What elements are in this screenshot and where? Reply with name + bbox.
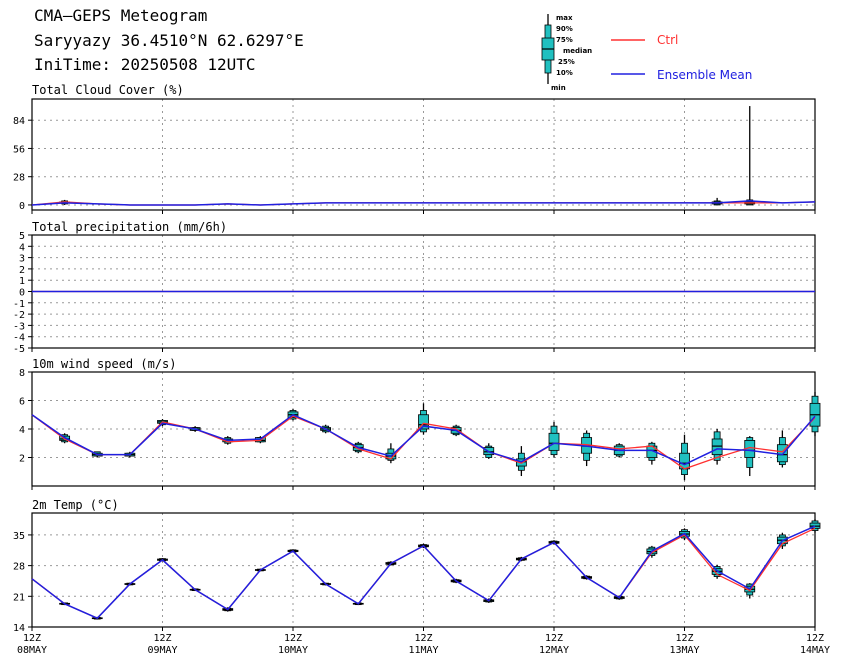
ensemble-box bbox=[711, 429, 723, 465]
x-tick-date-label: 13MAY bbox=[669, 645, 699, 656]
y-tick-label: 8 bbox=[19, 368, 25, 379]
legend-box-label: 75% bbox=[556, 36, 573, 44]
box-inner bbox=[418, 414, 429, 430]
x-tick-date-label: 09MAY bbox=[147, 645, 177, 656]
y-tick-label: -4 bbox=[13, 333, 25, 344]
panel-title: 2m Temp (°C) bbox=[32, 498, 119, 512]
ensemble-box bbox=[809, 519, 821, 533]
y-tick-label: -1 bbox=[13, 299, 25, 310]
x-tick-date-label: 11MAY bbox=[408, 645, 438, 656]
x-tick-time-label: 12Z bbox=[414, 633, 432, 644]
y-tick-label: 2 bbox=[19, 265, 25, 276]
meteogram-header: CMA—GEPS Meteogram Saryyazy 36.4510°N 62… bbox=[0, 0, 841, 100]
ensemble-box bbox=[711, 197, 723, 206]
y-tick-label: 5 bbox=[19, 231, 25, 242]
panel-4: 2m Temp (°C) 14 21 28 35 bbox=[13, 498, 821, 634]
ctrl-series-line bbox=[31, 414, 816, 470]
y-tick-label: 3 bbox=[19, 254, 25, 265]
x-tick-time-label: 12Z bbox=[545, 633, 563, 644]
y-tick-label: 2 bbox=[19, 454, 25, 465]
chart-title: CMA—GEPS Meteogram bbox=[34, 6, 208, 25]
x-tick-time-label: 12Z bbox=[675, 633, 693, 644]
y-tick-label: -5 bbox=[13, 344, 25, 355]
panel-2: Total precipitation (mm/6h) -5-4-3-2-1012… bbox=[13, 220, 816, 355]
panel-3: 10m wind speed (m/s) 2 4 6 8 bbox=[19, 357, 821, 490]
legend: max 90% 75% median 25% 10% min Ctrl Ensemble Mea… bbox=[541, 14, 752, 92]
panel-frame bbox=[31, 512, 816, 628]
box-inner bbox=[548, 432, 560, 451]
legend-box-label: 90% bbox=[556, 25, 573, 33]
legend-box-label: min bbox=[551, 84, 566, 92]
y-tick-label: 1 bbox=[19, 276, 25, 287]
legend-ctrl-label: Ctrl bbox=[657, 33, 678, 47]
y-tick-label: 84 bbox=[13, 116, 25, 127]
legend-box-label: 10% bbox=[556, 69, 573, 77]
ensemble-box bbox=[679, 434, 690, 481]
panel-frame bbox=[31, 98, 816, 211]
y-tick-label: 0 bbox=[19, 201, 25, 212]
x-tick-date-label: 08MAY bbox=[17, 645, 47, 656]
ensemble-box bbox=[744, 436, 756, 477]
y-tick-label: -3 bbox=[13, 321, 25, 332]
ensemble-box bbox=[809, 391, 821, 437]
y-tick-label: 4 bbox=[19, 425, 25, 436]
box-inner bbox=[711, 438, 723, 456]
y-tick-label: 0 bbox=[19, 288, 25, 299]
x-tick-date-label: 14MAY bbox=[800, 645, 830, 656]
location-label: Saryyazy 36.4510°N 62.6297°E bbox=[34, 31, 304, 50]
ensemble-mean-series-line bbox=[31, 200, 816, 206]
ensemble-box bbox=[744, 106, 756, 206]
panel-title: Total precipitation (mm/6h) bbox=[32, 220, 227, 234]
ensemble-box bbox=[646, 441, 658, 465]
x-tick-date-label: 12MAY bbox=[539, 645, 569, 656]
y-tick-label: 56 bbox=[13, 144, 25, 155]
y-tick-label: 28 bbox=[13, 173, 25, 184]
x-tick-time-label: 12Z bbox=[23, 633, 41, 644]
x-tick-time-label: 12Z bbox=[806, 633, 824, 644]
ensemble-mean-series-line bbox=[31, 525, 816, 620]
ensemble-box bbox=[548, 421, 560, 458]
init-time-label: IniTime: 20250508 12UTC bbox=[34, 55, 256, 74]
legend-box-label: 25% bbox=[558, 58, 575, 66]
x-tick-time-label: 12Z bbox=[284, 633, 302, 644]
y-tick-label: 28 bbox=[13, 562, 25, 573]
y-tick-label: 6 bbox=[19, 397, 25, 408]
panel-title: 10m wind speed (m/s) bbox=[32, 357, 177, 371]
panel-title: Total Cloud Cover (%) bbox=[32, 83, 184, 97]
x-tick-date-label: 10MAY bbox=[278, 645, 308, 656]
y-tick-label: 14 bbox=[13, 623, 25, 634]
ensemble-mean-series-line bbox=[31, 413, 816, 466]
legend-mean-label: Ensemble Mean bbox=[657, 68, 752, 82]
legend-box-label: max bbox=[556, 14, 573, 22]
y-tick-label: -2 bbox=[13, 310, 25, 321]
y-tick-label: 21 bbox=[13, 592, 25, 603]
ensemble-box bbox=[418, 403, 429, 435]
ensemble-box bbox=[581, 430, 593, 467]
legend-box-label: median bbox=[563, 47, 592, 55]
x-tick-time-label: 12Z bbox=[153, 633, 171, 644]
y-tick-label: 4 bbox=[19, 242, 25, 253]
y-tick-label: 35 bbox=[13, 531, 25, 542]
panel-1: Total Cloud Cover (%) 0 28 56 84 bbox=[13, 83, 816, 214]
